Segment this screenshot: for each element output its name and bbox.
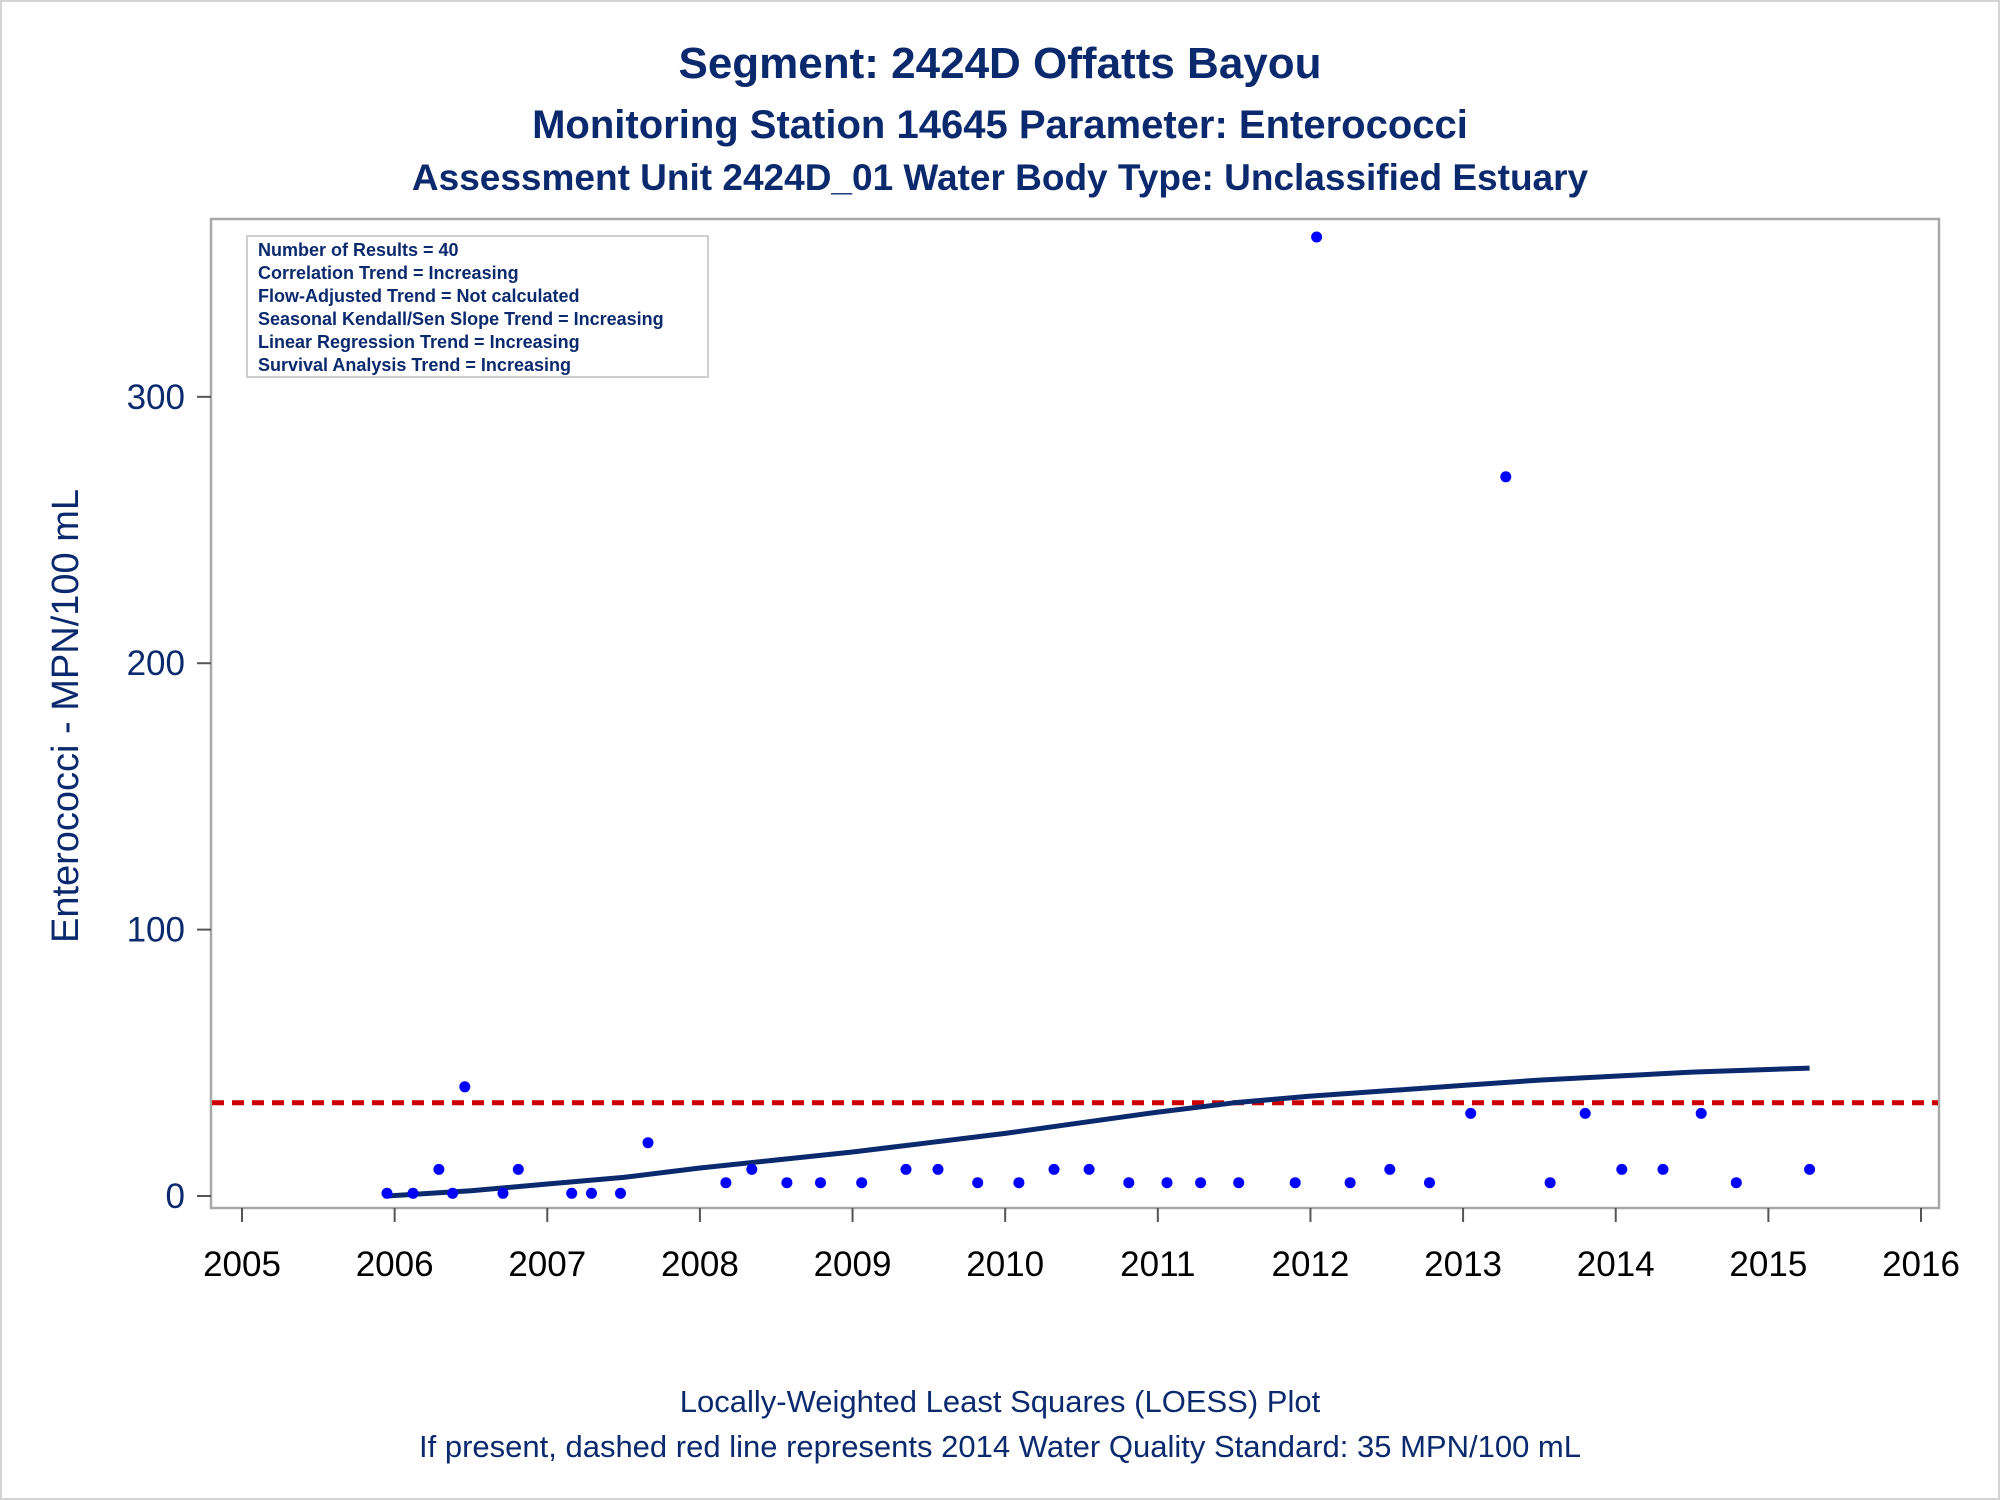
data-point [381, 1187, 393, 1199]
data-point [642, 1137, 654, 1149]
data-point [1730, 1177, 1742, 1189]
x-tick-label: 2007 [508, 1245, 586, 1284]
x-tick-label: 2010 [966, 1245, 1044, 1284]
data-point [932, 1163, 944, 1175]
x-tick-label: 2006 [356, 1245, 434, 1284]
data-point [1289, 1177, 1301, 1189]
chart-subtitle: Monitoring Station 14645 Parameter: Ente… [532, 103, 1468, 147]
data-point [615, 1187, 626, 1199]
data-point [1424, 1177, 1435, 1189]
data-point [1161, 1177, 1173, 1189]
x-tick-label: 2005 [203, 1245, 281, 1284]
data-point [856, 1177, 868, 1189]
data-point [1695, 1107, 1707, 1119]
data-point [497, 1187, 509, 1199]
data-point [1195, 1177, 1207, 1189]
loess-line [386, 1065, 1810, 1199]
y-tick-label: 0 [166, 1177, 185, 1216]
data-point [1048, 1163, 1060, 1175]
stat-line: Survival Analysis Trend = Increasing [258, 355, 571, 375]
data-point [1233, 1177, 1245, 1189]
stats-box-frame [246, 235, 709, 378]
x-tick-label: 2011 [1120, 1245, 1195, 1284]
data-point [781, 1177, 793, 1189]
y-axis-label: Enterococci - MPN/100 mL [45, 489, 87, 943]
x-tick-label: 2015 [1729, 1245, 1807, 1284]
x-tick-label: 2013 [1424, 1245, 1502, 1284]
footnote-1: Locally-Weighted Least Squares (LOESS) P… [680, 1384, 1321, 1419]
data-point [1657, 1163, 1669, 1175]
loess-group [386, 1065, 1810, 1199]
data-point [1544, 1177, 1556, 1189]
data-point [1083, 1163, 1095, 1175]
data-point [1616, 1163, 1628, 1175]
data-point [433, 1163, 445, 1175]
y-tick-label: 100 [127, 911, 185, 950]
x-tick-label: 2012 [1272, 1245, 1350, 1284]
data-point [1311, 231, 1323, 243]
data-point [586, 1187, 597, 1199]
x-tick-label: 2009 [814, 1245, 892, 1284]
data-point [447, 1187, 459, 1199]
chart-title: Segment: 2424D Offatts Bayou [678, 39, 1321, 88]
data-point [1579, 1107, 1591, 1119]
stat-line: Flow-Adjusted Trend = Not calculated [258, 286, 580, 306]
data-point [972, 1177, 984, 1189]
data-point [1123, 1177, 1135, 1189]
data-point [1500, 471, 1512, 483]
stat-line: Linear Regression Trend = Increasing [258, 332, 580, 352]
data-point [1804, 1163, 1816, 1175]
data-point [815, 1177, 826, 1189]
data-point [407, 1187, 419, 1199]
data-point [900, 1163, 912, 1175]
data-point [459, 1081, 471, 1093]
data-point [1013, 1177, 1025, 1189]
y-tick-label: 300 [127, 378, 185, 417]
data-point [746, 1163, 758, 1175]
data-point [720, 1177, 732, 1189]
x-tick-label: 2016 [1882, 1245, 1960, 1284]
x-tick-label: 2014 [1577, 1245, 1655, 1284]
data-point [566, 1187, 578, 1199]
points-group [381, 231, 1816, 1199]
stat-line: Correlation Trend = Increasing [258, 263, 519, 283]
data-point [512, 1163, 524, 1175]
data-point [1344, 1177, 1356, 1189]
stat-line: Seasonal Kendall/Sen Slope Trend = Incre… [258, 309, 664, 329]
plot-area [209, 217, 1941, 1210]
chart-subtitle-2: Assessment Unit 2424D_01 Water Body Type… [412, 157, 1589, 198]
stats-box: Number of Results = 40 Correlation Trend… [246, 235, 709, 378]
axes: 2005 2006 2007 2008 2009 2010 2011 2012 2013 2014… [127, 378, 1960, 1284]
y-tick-label: 200 [127, 644, 185, 683]
footnote-2: If present, dashed red line represents 2… [419, 1429, 1581, 1464]
data-point [1465, 1107, 1477, 1119]
x-tick-label: 2008 [661, 1245, 739, 1284]
data-point [1384, 1163, 1396, 1175]
stat-line: Number of Results = 40 [258, 240, 459, 260]
